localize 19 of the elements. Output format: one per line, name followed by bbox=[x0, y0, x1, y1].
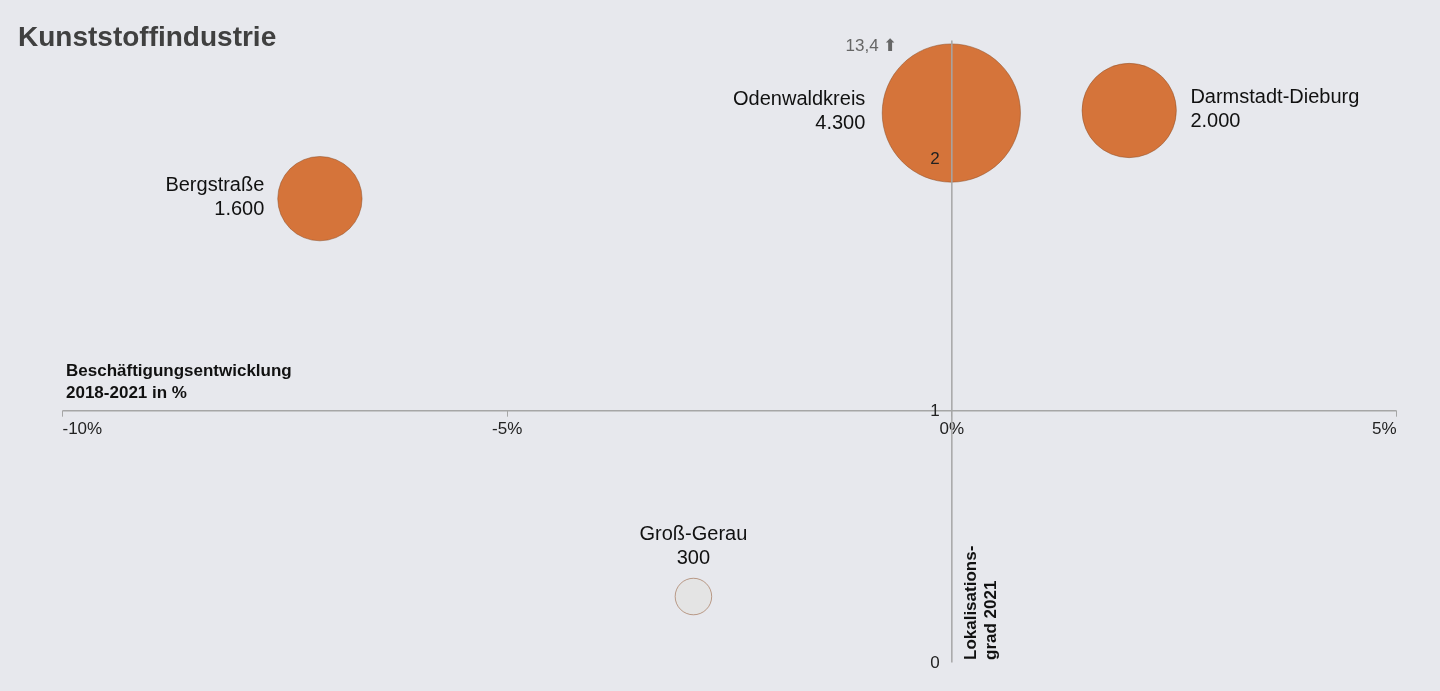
y-tick-label: 0 bbox=[930, 652, 940, 672]
x-axis-title: Beschäftigungsentwicklung 2018-2021 in % bbox=[66, 361, 292, 403]
data-label: 2.000 bbox=[1190, 108, 1241, 131]
y-axis-title: Lokalisations- grad 2021 bbox=[961, 545, 1001, 660]
chart-title: Kunststoffindustrie bbox=[18, 21, 277, 52]
x-tick-label: 0% bbox=[939, 418, 965, 438]
y-tick-label: 2 bbox=[930, 148, 940, 168]
data-label: 1.600 bbox=[214, 196, 265, 219]
y-tick-label: 1 bbox=[930, 400, 940, 420]
x-tick-label: -5% bbox=[492, 418, 523, 438]
text: Groß-Gerau bbox=[639, 521, 748, 544]
series-label: Odenwaldkreis bbox=[733, 87, 866, 110]
series-label: Darmstadt-Dieburg bbox=[1190, 84, 1360, 107]
series-label: Bergstraße bbox=[165, 172, 265, 195]
x-tick-label: 5% bbox=[1371, 418, 1397, 438]
x-tick-label: -10% bbox=[62, 418, 103, 438]
annotation: 13,4 ⬆ bbox=[845, 36, 898, 55]
data-label: 4.300 bbox=[815, 111, 866, 134]
data-label: 300 bbox=[676, 545, 711, 568]
